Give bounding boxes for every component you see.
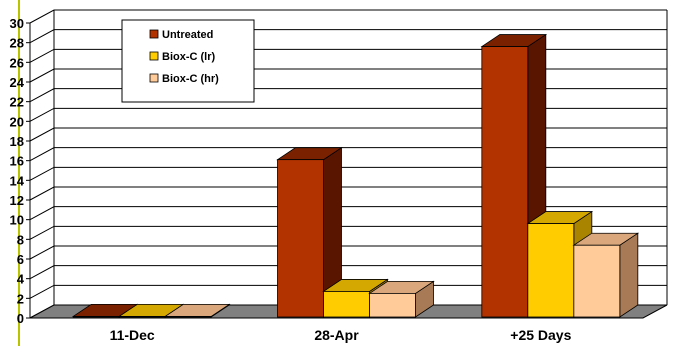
x-axis-category-labels: 11-Dec 28-Apr +25 Days [110,327,572,343]
y-tick-label: 30 [10,16,24,31]
bar-untreated-1 [276,146,343,318]
bar-front [164,315,212,318]
y-tick-label: 26 [10,55,24,70]
y-tick-label: 12 [10,193,24,208]
x-category-label: 28-Apr [314,327,359,343]
bar-side [619,232,639,318]
bar-front [527,223,575,318]
y-tick-label: 24 [10,75,25,90]
plot-walls [29,10,668,318]
legend-label: Untreated [162,29,213,41]
x-category-label: 11-Dec [110,327,155,343]
x-category-label: +25 Days [510,327,571,343]
legend-box [121,19,255,103]
legend-swatch [149,29,159,39]
bar-front [277,159,324,318]
legend-swatch [149,73,159,83]
bar-biox-c-hr--2 [572,232,640,318]
bar-front [573,244,621,318]
y-tick-label: 16 [10,154,24,169]
bar-front [118,315,166,318]
bar-front [72,315,120,318]
bar-biox-c-hr--1 [368,280,435,318]
legend-label: Biox-C (hr) [162,73,219,85]
y-tick-label: 22 [10,95,24,110]
y-tick-label: 6 [17,252,24,267]
bar-biox-c-hr--0 [163,303,231,318]
y-tick-label: 18 [10,134,24,149]
y-tick-label: 8 [17,232,24,247]
y-tick-label: 28 [10,36,24,51]
bars [71,33,640,318]
legend-swatch [149,51,159,61]
legend: Untreated Biox-C (lr) Biox-C (hr) [121,19,255,103]
y-tick-label: 4 [17,272,25,287]
y-tick-label: 0 [17,311,24,326]
bar-front [323,291,370,318]
bar-front [369,292,416,318]
legend-label: Biox-C (lr) [162,51,216,63]
y-tick-label: 14 [10,173,25,188]
y-tick-label: 10 [10,213,24,228]
y-tick-label: 20 [10,114,24,129]
y-tick-label: 2 [17,291,24,306]
bar-front [481,46,529,318]
